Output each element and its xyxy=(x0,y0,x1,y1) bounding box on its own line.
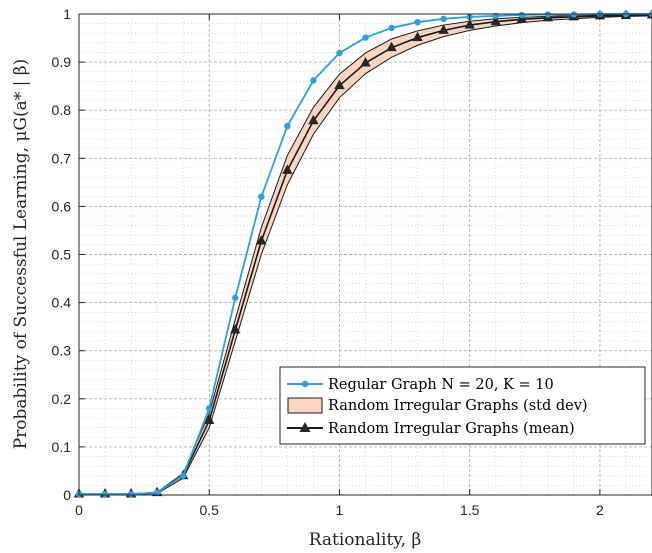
y-tick-label: 0.3 xyxy=(52,343,72,359)
std-dev-band-lower xyxy=(79,15,652,496)
regular-point xyxy=(310,77,317,84)
mean-point xyxy=(360,57,371,67)
x-axis-label: Rationality, β xyxy=(309,530,422,550)
y-tick-label: 0.6 xyxy=(52,198,72,214)
mean-point xyxy=(386,41,397,52)
legend-regular-label: Regular Graph N = 20, K = 10 xyxy=(328,377,554,393)
legend-mean-label: Random Irregular Graphs (mean) xyxy=(328,421,575,437)
legend-regular-marker xyxy=(301,380,309,388)
x-tick-label: 0 xyxy=(75,502,83,518)
legend-band-label: Random Irregular Graphs (std dev) xyxy=(328,398,588,414)
x-tick-labels: 0 0.5 1 1.5 2 xyxy=(75,502,604,518)
regular-point xyxy=(153,489,161,496)
regular-point xyxy=(258,193,265,200)
y-tick-label: 0.7 xyxy=(52,150,72,166)
mean-point xyxy=(412,31,423,42)
mean-point xyxy=(464,19,475,29)
regular-point xyxy=(440,15,447,23)
y-tick-label: 0.8 xyxy=(52,102,72,118)
mean-point xyxy=(308,114,319,125)
y-tick-label: 0.1 xyxy=(52,439,72,455)
mean-point xyxy=(282,164,293,174)
legend-box xyxy=(279,366,646,445)
y-axis-label: Probability of Successful Learning, μG(a… xyxy=(11,59,31,450)
y-tick-labels: 0 0.1 0.2 0.3 0.4 0.5 0.6 0.7 0.8 0.9 1 xyxy=(52,6,72,503)
x-tick-label: 2 xyxy=(596,502,604,518)
mean-point xyxy=(438,24,449,34)
regular-point xyxy=(388,24,395,32)
mean-point xyxy=(490,15,501,26)
y-tick-label: 0.2 xyxy=(52,391,72,407)
regular-point xyxy=(518,11,525,19)
regular-point xyxy=(336,49,343,57)
regular-point xyxy=(179,472,187,479)
y-tick-label: 1 xyxy=(63,6,71,22)
mean-point xyxy=(230,324,241,334)
regular-point xyxy=(284,122,291,130)
y-tick-label: 0.9 xyxy=(52,54,72,70)
x-tick-label: 1.5 xyxy=(460,502,480,518)
y-tick-label: 0.5 xyxy=(52,247,72,263)
y-tick-label: 0.4 xyxy=(52,295,72,311)
legend: Regular Graph N = 20, K = 10 Random Irre… xyxy=(279,366,646,445)
x-tick-label: 1 xyxy=(336,502,344,518)
regular-point xyxy=(127,490,135,498)
mean-point xyxy=(256,235,267,245)
mean-point xyxy=(204,414,215,424)
regular-point xyxy=(414,18,421,26)
x-tick-label: 0.5 xyxy=(199,502,219,518)
regular-point xyxy=(232,294,239,301)
regular-point xyxy=(101,490,109,498)
regular-point xyxy=(206,405,213,412)
minor-grid xyxy=(79,14,652,495)
legend-band-swatch xyxy=(287,397,323,414)
y-tick-label: 0 xyxy=(63,487,71,503)
std-dev-band-upper xyxy=(79,13,652,495)
mean-point xyxy=(334,79,345,90)
axes xyxy=(78,13,652,496)
legend-mean-marker xyxy=(299,422,311,432)
regular-point xyxy=(362,34,369,41)
